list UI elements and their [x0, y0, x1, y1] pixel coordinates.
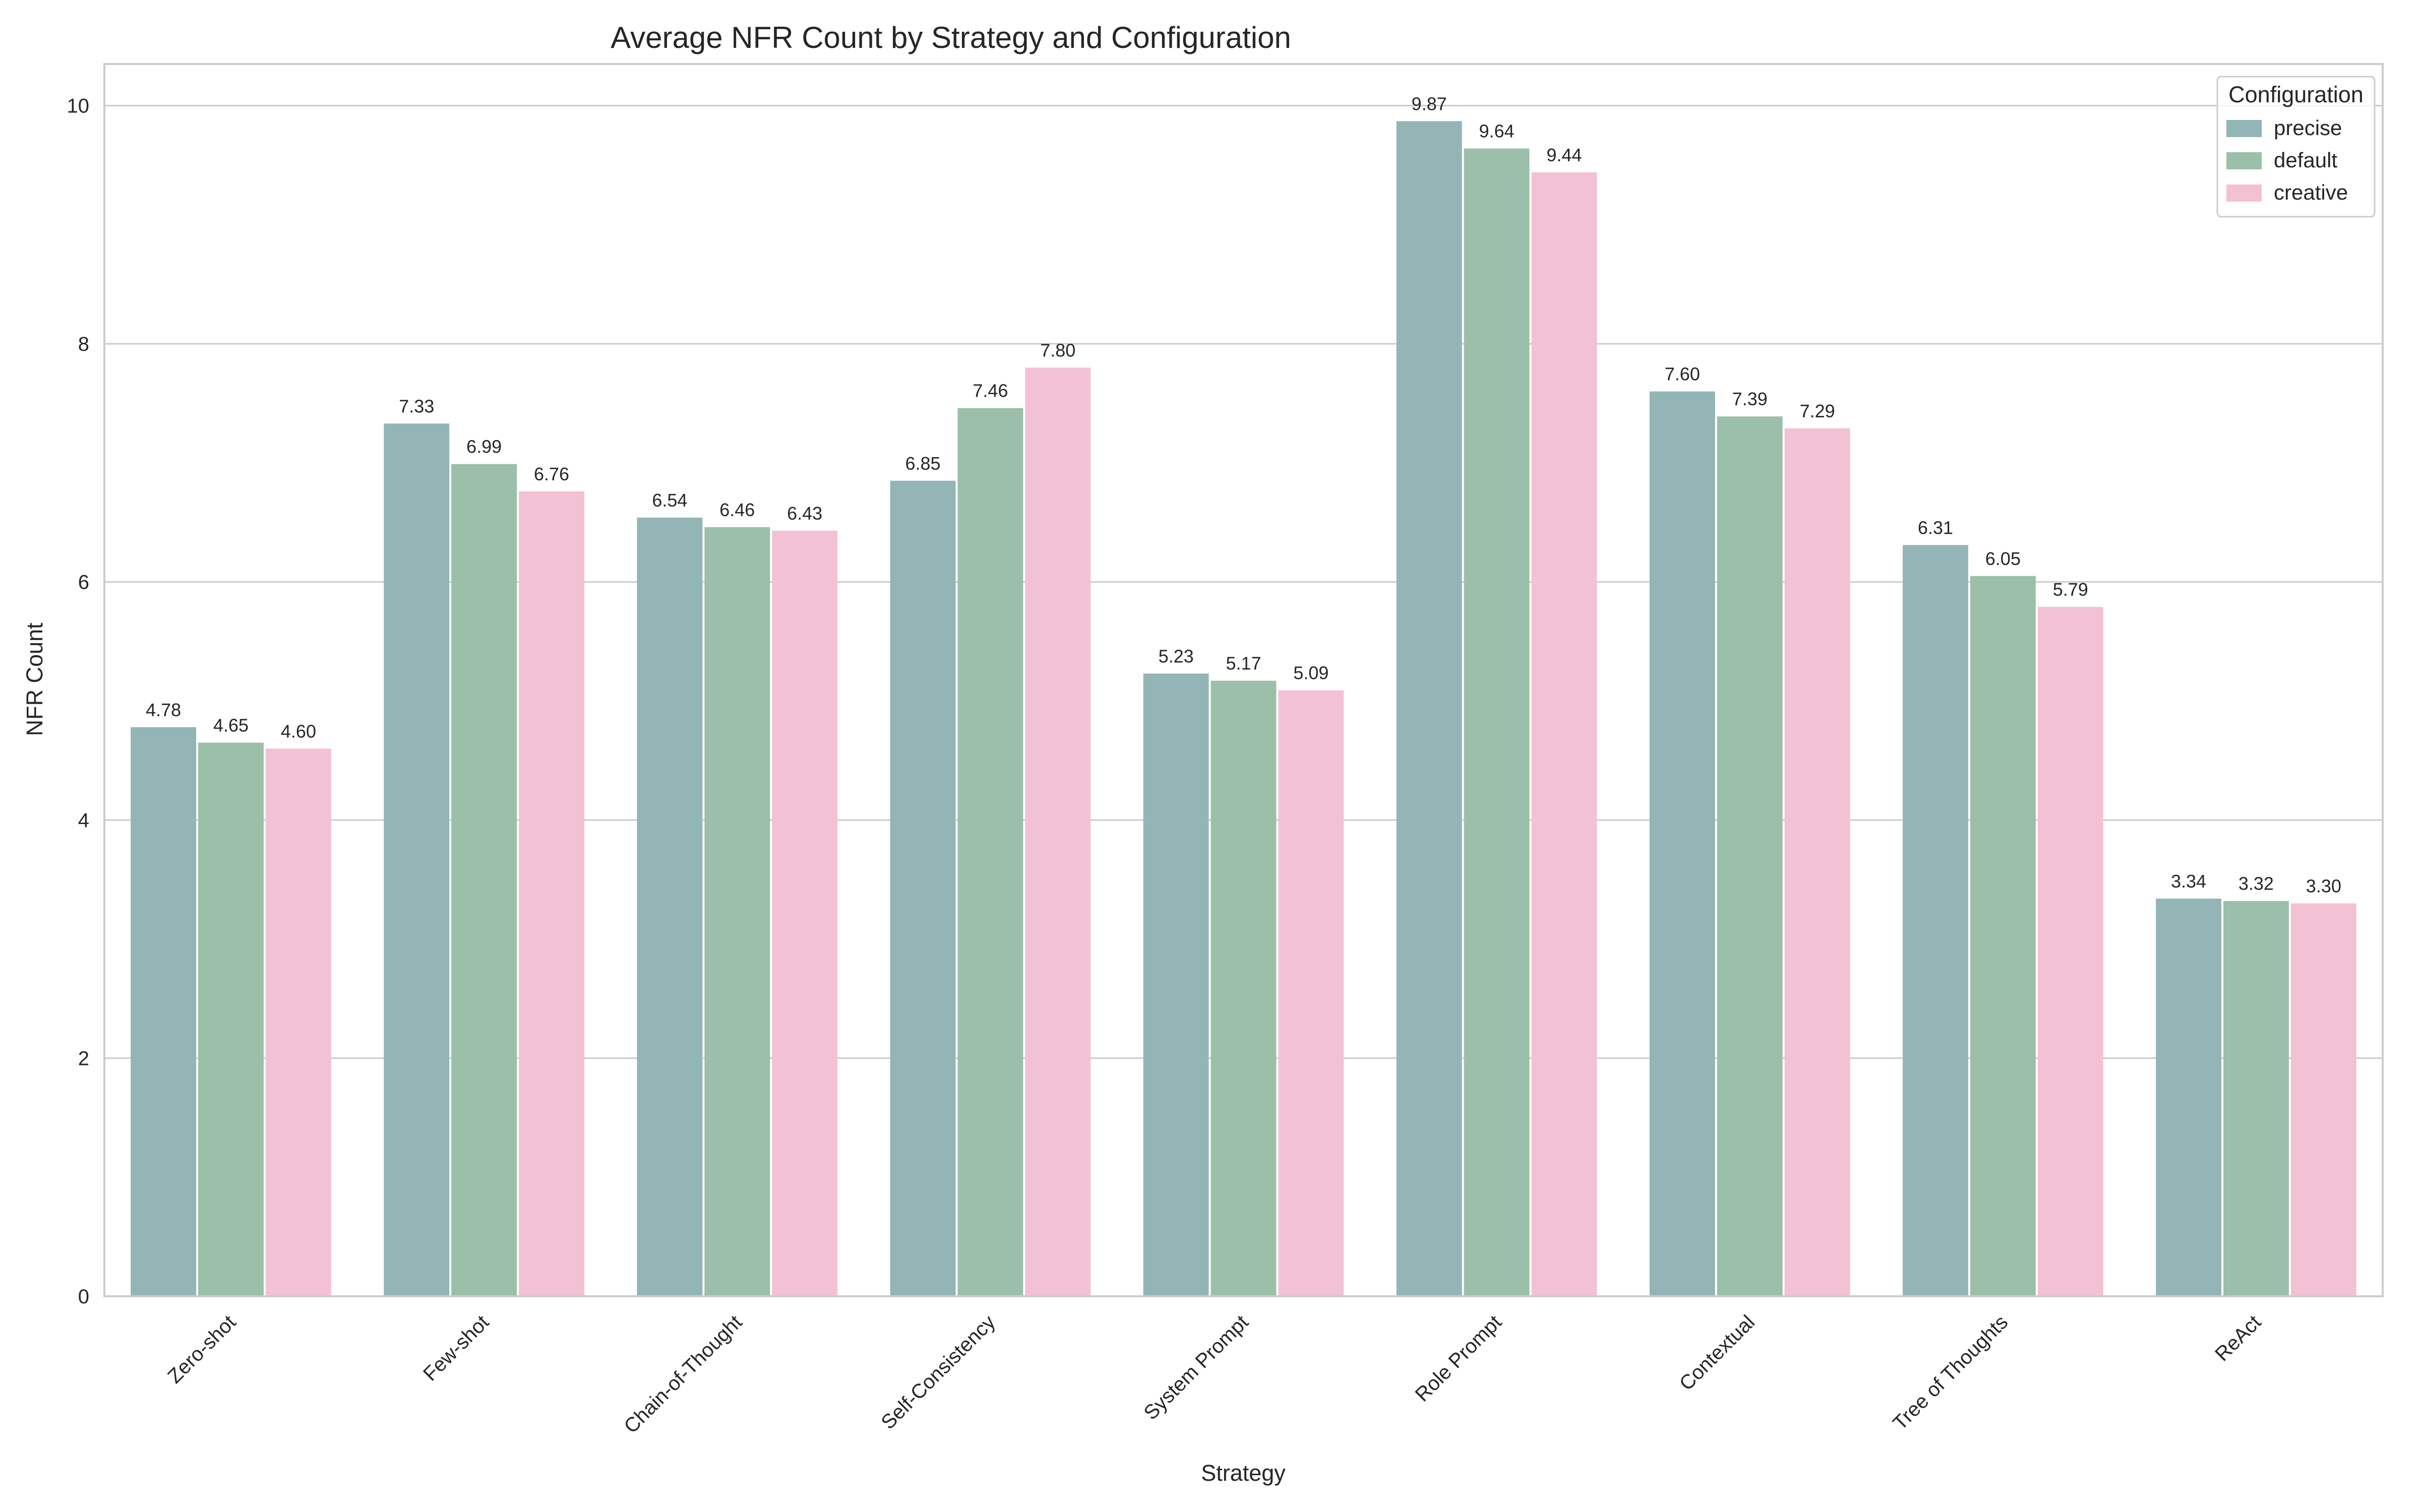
y-tick-label: 0 [78, 1286, 89, 1308]
x-tick-label: Zero-shot [163, 1311, 240, 1388]
y-tick-label: 10 [67, 95, 90, 117]
legend-swatch-default [2226, 152, 2262, 169]
bar-default-4 [1211, 680, 1277, 1296]
data-label: 7.33 [399, 396, 434, 416]
y-tick-label: 6 [78, 572, 89, 594]
data-label: 7.39 [1732, 389, 1768, 409]
data-label: 9.44 [1546, 145, 1582, 165]
bar-creative-8 [2290, 903, 2356, 1296]
data-label: 7.46 [973, 381, 1008, 401]
data-label: 6.85 [905, 453, 940, 474]
bar-default-2 [704, 527, 770, 1296]
bar-precise-1 [384, 423, 450, 1296]
bar-default-3 [957, 408, 1023, 1296]
x-tick-label: Tree of Thoughts [1889, 1311, 2012, 1434]
bar-default-0 [198, 742, 264, 1296]
data-label: 3.34 [2171, 871, 2206, 892]
data-label: 3.30 [2306, 875, 2341, 896]
y-tick-label: 4 [78, 809, 89, 832]
data-label: 6.31 [1918, 517, 1953, 538]
legend-swatch-precise [2226, 120, 2262, 137]
bar-creative-2 [772, 531, 838, 1296]
data-labels: 4.78 7.33 6.54 6.85 5.23 9.87 7.60 6.31 3.34 4.65… [146, 93, 2341, 896]
bar-creative-6 [1784, 428, 1850, 1296]
data-label: 6.99 [466, 436, 502, 457]
y-tick-label: 2 [78, 1048, 89, 1070]
legend-label-precise: precise [2274, 116, 2342, 140]
data-label: 6.43 [787, 503, 822, 524]
chart-title: Average NFR Count by Strategy and Config… [611, 21, 1291, 54]
bars [131, 121, 2356, 1297]
data-label: 4.65 [213, 715, 249, 736]
legend-swatch-creative [2226, 184, 2262, 202]
x-tick-label: Few-shot [419, 1311, 493, 1385]
y-tick-label: 8 [78, 333, 89, 355]
bar-precise-7 [1902, 545, 1968, 1296]
data-label: 5.23 [1159, 646, 1194, 667]
data-label: 3.32 [2238, 873, 2274, 894]
bar-precise-2 [637, 518, 703, 1296]
bar-default-7 [1970, 576, 2036, 1296]
y-axis-label: NFR Count [22, 622, 47, 736]
plot-frame [103, 63, 2384, 1297]
bar-creative-1 [519, 491, 585, 1296]
data-label: 6.05 [1985, 548, 2021, 569]
bar-creative-3 [1025, 367, 1091, 1296]
bar-default-1 [451, 464, 517, 1296]
legend-items: precise default creative [2226, 116, 2348, 204]
data-label: 9.87 [1412, 93, 1447, 114]
bar-precise-8 [2156, 898, 2221, 1296]
bar-creative-7 [2037, 607, 2103, 1296]
data-label: 4.60 [281, 721, 316, 741]
legend-title: Configuration [2228, 82, 2364, 107]
data-label: 5.79 [2053, 579, 2088, 600]
bar-precise-5 [1396, 121, 1462, 1296]
data-label: 6.46 [719, 499, 755, 520]
data-label: 5.17 [1226, 653, 1261, 674]
legend: Configuration precise default creative [2216, 76, 2376, 218]
bar-precise-4 [1143, 673, 1209, 1296]
x-tick-label: Chain-of-Thought [620, 1311, 746, 1437]
x-tick-label: ReAct [2211, 1311, 2265, 1365]
data-label: 7.60 [1665, 364, 1700, 385]
bar-creative-4 [1278, 690, 1344, 1296]
x-axis: Zero-shot Few-shot Chain-of-Thought Self-Co… [163, 1311, 2265, 1437]
legend-box [2216, 76, 2376, 218]
bar-default-6 [1717, 416, 1783, 1297]
bar-default-5 [1464, 148, 1530, 1297]
data-label: 7.80 [1040, 340, 1075, 360]
legend-label-default: default [2274, 148, 2337, 172]
bar-creative-0 [266, 748, 331, 1296]
x-tick-label: Role Prompt [1411, 1311, 1506, 1406]
bar-precise-0 [131, 727, 197, 1296]
bar-default-8 [2223, 901, 2289, 1296]
x-tick-label: System Prompt [1139, 1311, 1252, 1424]
bar-precise-6 [1649, 391, 1715, 1296]
x-tick-label: Contextual [1675, 1311, 1759, 1395]
data-label: 6.76 [534, 464, 569, 484]
x-tick-label: Self-Consistency [877, 1311, 999, 1433]
data-label: 7.29 [1800, 401, 1835, 421]
y-axis: 0 2 4 6 8 10 [67, 95, 90, 1308]
data-label: 6.54 [652, 490, 687, 511]
bar-precise-3 [890, 480, 956, 1297]
data-label: 5.09 [1293, 663, 1328, 683]
legend-label-creative: creative [2274, 180, 2348, 204]
bar-creative-5 [1531, 172, 1597, 1297]
x-axis-label: Strategy [1201, 1460, 1286, 1486]
data-label: 4.78 [146, 700, 181, 720]
data-label: 9.64 [1479, 121, 1515, 142]
